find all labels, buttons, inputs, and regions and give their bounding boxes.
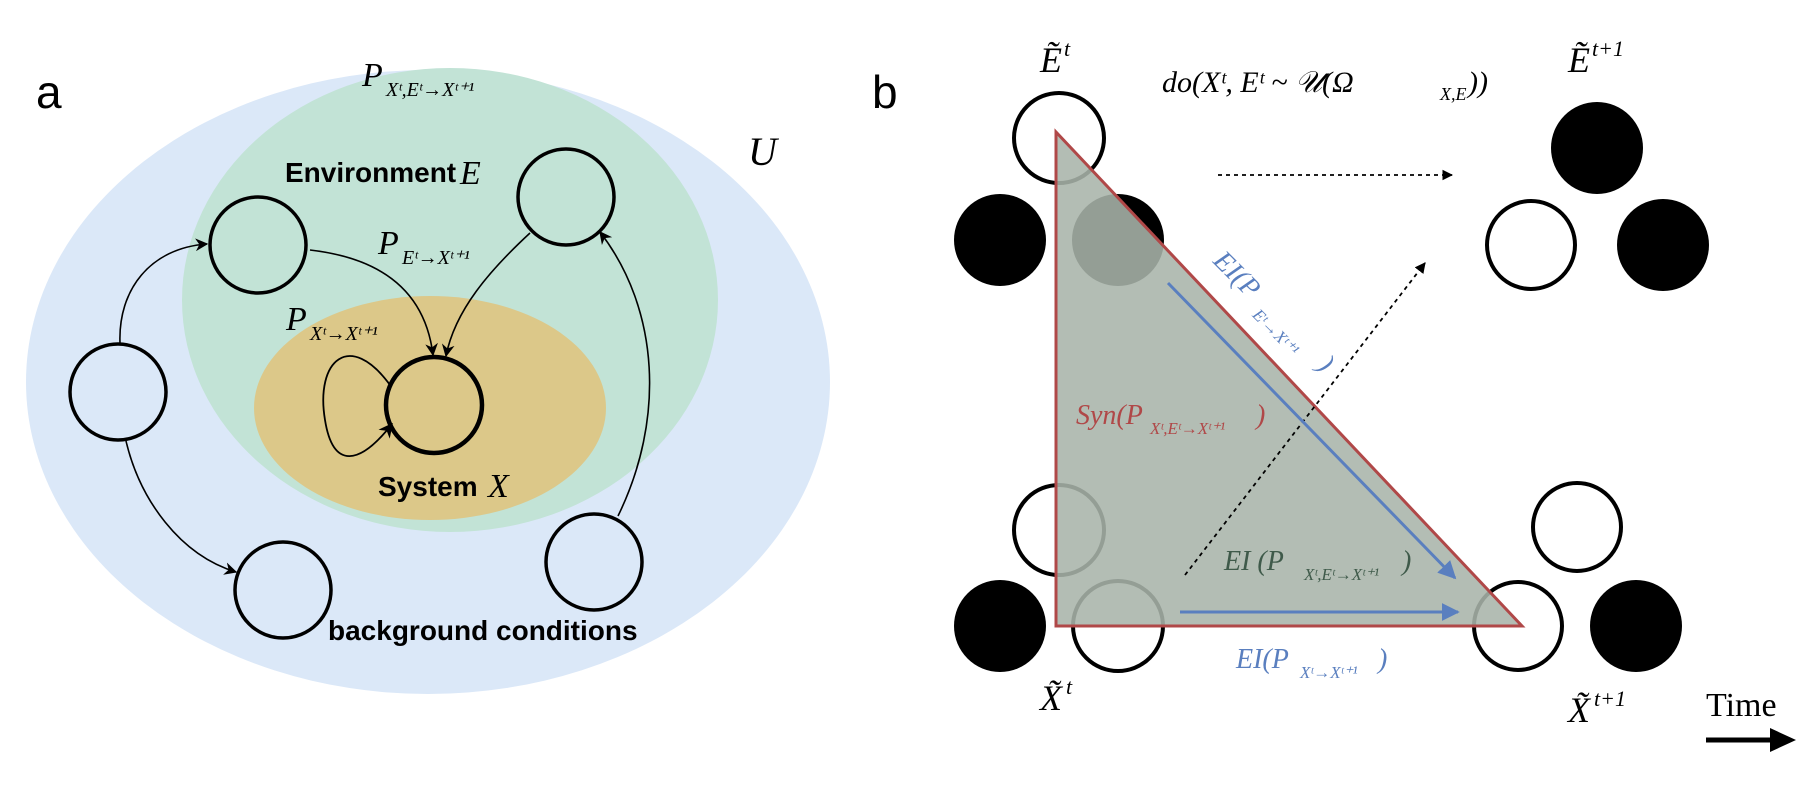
svg-text:X,E: X,E xyxy=(1439,84,1467,104)
env-node-right xyxy=(516,147,616,247)
environment-text: Environment xyxy=(285,157,456,188)
env-causal-arrow xyxy=(1166,281,1457,580)
node-e-t-left xyxy=(954,194,1046,286)
system-ellipse xyxy=(254,296,606,520)
svg-text:P: P xyxy=(285,301,307,338)
panel-b-letter: b xyxy=(872,66,898,118)
edge-bg-left-to-env-left xyxy=(119,238,209,344)
node-x-t-left xyxy=(954,580,1046,672)
svg-text:Ẽ: Ẽ xyxy=(1039,40,1062,80)
synergy-label: Syn(P Xᵗ,Eᵗ→Xᵗ⁺¹ ) xyxy=(1076,400,1265,438)
panel-a-letter: a xyxy=(36,66,62,118)
svg-text:P: P xyxy=(361,57,383,94)
edge-system-self-loop xyxy=(322,355,393,458)
background-node-left xyxy=(68,342,168,442)
edge-env-left-to-system xyxy=(309,249,438,357)
p-env-label: P Eᵗ→Xᵗ⁺¹ xyxy=(377,225,470,269)
universe-label: U xyxy=(748,129,780,174)
system-text: System xyxy=(378,471,478,502)
svg-text:EI(P: EI(P xyxy=(1235,644,1289,675)
edge-env-right-to-system xyxy=(441,232,531,358)
time-arrow-head xyxy=(1770,728,1796,752)
env-node-left xyxy=(208,195,308,295)
ei-self-label: EI(P Xᵗ→Xᵗ⁺¹ ) xyxy=(1235,644,1387,682)
ei-joint-label: EI (P Xᵗ,Eᵗ→Xᵗ⁺¹ ) xyxy=(1223,546,1411,584)
synergy-triangle xyxy=(1054,128,1526,628)
time-label: Time xyxy=(1706,687,1777,724)
system-label: System X xyxy=(378,468,510,505)
svg-text:t: t xyxy=(1064,36,1071,61)
svg-text:): ) xyxy=(1310,348,1340,378)
svg-text:Xᵗ,Eᵗ→Xᵗ⁺¹: Xᵗ,Eᵗ→Xᵗ⁺¹ xyxy=(1149,419,1225,438)
p-self-subscript: Xᵗ→Xᵗ⁺¹ xyxy=(309,323,378,345)
label-e-t1: Ẽ t+1 xyxy=(1567,36,1624,80)
svg-text:): ) xyxy=(1254,400,1265,431)
label-e-t: Ẽ t xyxy=(1039,36,1071,80)
svg-text:Ẽ: Ẽ xyxy=(1567,40,1590,80)
joint-causal-arrow xyxy=(1184,262,1426,576)
svg-text:do(Xᵗ, Eᵗ ~ 𝒰(Ω: do(Xᵗ, Eᵗ ~ 𝒰(Ω xyxy=(1162,66,1354,99)
panel-a: a U Environment E System X background co… xyxy=(26,57,830,694)
svg-text:P: P xyxy=(377,225,399,262)
svg-text:X̃: X̃ xyxy=(1038,678,1064,718)
p-joint-label: P Xᵗ,Eᵗ→Xᵗ⁺¹ xyxy=(361,57,474,101)
svg-text:t+1: t+1 xyxy=(1594,686,1626,711)
p-self-label: P Xᵗ→Xᵗ⁺¹ xyxy=(285,301,378,345)
system-node xyxy=(383,354,485,456)
label-x-t1: X̃ t+1 xyxy=(1566,686,1626,730)
svg-text:Xᵗ,Eᵗ→Xᵗ⁺¹: Xᵗ,Eᵗ→Xᵗ⁺¹ xyxy=(1303,565,1379,584)
svg-text:): ) xyxy=(1376,644,1387,675)
intervention-label: do(Xᵗ, Eᵗ ~ 𝒰(Ω X,E )) xyxy=(1162,66,1488,104)
p-joint-subscript: Xᵗ,Eᵗ→Xᵗ⁺¹ xyxy=(385,79,474,101)
node-x-t1-top xyxy=(1531,481,1623,573)
panel-b: b Ẽ t Ẽ t+1 X̃ t xyxy=(872,36,1796,752)
p-env-subscript: Eᵗ→Xᵗ⁺¹ xyxy=(401,247,470,269)
svg-text:t+1: t+1 xyxy=(1592,36,1624,61)
background-node-right xyxy=(544,512,644,612)
node-x-t1-right xyxy=(1590,580,1682,672)
label-x-t: X̃ t xyxy=(1038,674,1073,718)
svg-text:X̃: X̃ xyxy=(1566,690,1592,730)
node-e-t1-right xyxy=(1617,199,1709,291)
svg-text:Xᵗ→Xᵗ⁺¹: Xᵗ→Xᵗ⁺¹ xyxy=(1299,663,1358,682)
svg-text:): ) xyxy=(1400,546,1411,577)
svg-text:t: t xyxy=(1066,674,1073,699)
environment-var: E xyxy=(459,155,481,192)
edge-bg-right-to-env-right xyxy=(599,230,651,517)
svg-text:)): )) xyxy=(1466,66,1488,99)
background-node-bottom xyxy=(233,540,333,640)
background-label: background conditions xyxy=(328,615,638,646)
system-var: X xyxy=(486,468,510,505)
node-e-t1-left xyxy=(1485,199,1577,291)
node-e-t1-top xyxy=(1551,102,1643,194)
environment-label: Environment E xyxy=(285,155,481,192)
svg-text:Syn(P: Syn(P xyxy=(1076,400,1143,431)
svg-text:EI(P: EI(P xyxy=(1206,244,1266,304)
svg-text:EI (P: EI (P xyxy=(1223,546,1284,577)
edge-bg-left-to-bg-bottom xyxy=(125,440,238,575)
